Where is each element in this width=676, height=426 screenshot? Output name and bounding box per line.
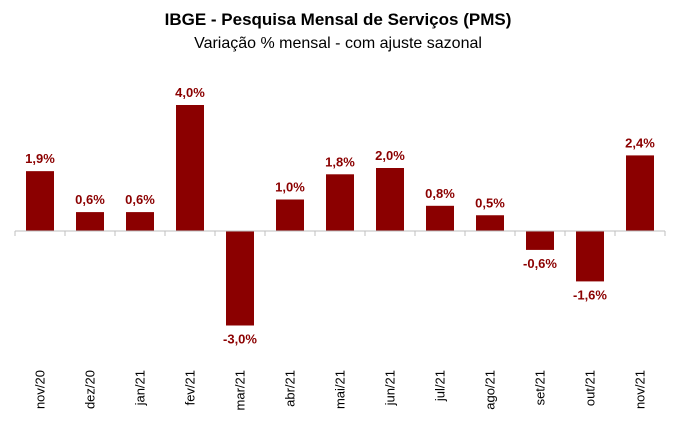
data-label: 1,8%	[325, 154, 355, 169]
bar-abr-21	[276, 199, 304, 231]
x-tick-label: jan/21	[133, 370, 148, 406]
bar-ago-21	[476, 215, 504, 231]
data-labels-group: 1,9% 0,6% 0,6% 4,0% -3,0% 1,0% 1,8% 2,0% 0,8% 0,5…	[25, 85, 655, 347]
data-label: 4,0%	[175, 85, 205, 100]
data-label: 1,0%	[275, 180, 305, 195]
bar-jun-21	[376, 168, 404, 231]
bar-set-21	[526, 231, 554, 250]
bar-nov-20	[26, 171, 54, 231]
data-label: -1,6%	[573, 287, 607, 302]
data-label: 0,8%	[425, 186, 455, 201]
chart-subtitle: Variação % mensal - com ajuste sazonal	[194, 35, 482, 52]
bars-group	[26, 105, 654, 326]
x-axis	[14, 230, 666, 236]
x-tick-label: fev/21	[183, 370, 198, 405]
chart-title: IBGE - Pesquisa Mensal de Serviços (PMS)	[164, 10, 512, 29]
data-label: -3,0%	[223, 332, 257, 347]
bar-mai-21	[326, 174, 354, 231]
data-label: 2,0%	[375, 148, 405, 163]
x-tick-label: out/21	[583, 370, 598, 406]
x-tick-label: nov/20	[33, 370, 48, 409]
data-label: 2,4%	[625, 135, 655, 150]
bar-jul-21	[426, 205, 454, 231]
bar-dez-20	[76, 212, 104, 231]
bar-out-21	[576, 231, 604, 282]
bar-mar-21	[226, 231, 254, 326]
bar-fev-21	[176, 105, 204, 231]
x-tick-label: set/21	[533, 370, 548, 405]
data-label: -0,6%	[523, 256, 557, 271]
x-tick-label: dez/20	[83, 370, 98, 409]
x-tick-label: nov/21	[633, 370, 648, 409]
tick-labels-group: nov/20 dez/20 jan/21 fev/21 mar/21 abr/21 mai/…	[33, 370, 648, 410]
x-tick-label: mar/21	[233, 370, 248, 410]
x-tick-label: jun/21	[383, 370, 398, 406]
data-label: 0,6%	[75, 192, 105, 207]
data-label: 1,9%	[25, 151, 55, 166]
x-tick-label: jul/21	[433, 370, 448, 402]
x-tick-label: ago/21	[483, 370, 498, 410]
bar-jan-21	[126, 212, 154, 231]
data-label: 0,5%	[475, 195, 505, 210]
x-tick-label: abr/21	[283, 370, 298, 407]
data-label: 0,6%	[125, 192, 155, 207]
x-tick-label: mai/21	[333, 370, 348, 409]
bar-nov-21	[626, 155, 654, 231]
